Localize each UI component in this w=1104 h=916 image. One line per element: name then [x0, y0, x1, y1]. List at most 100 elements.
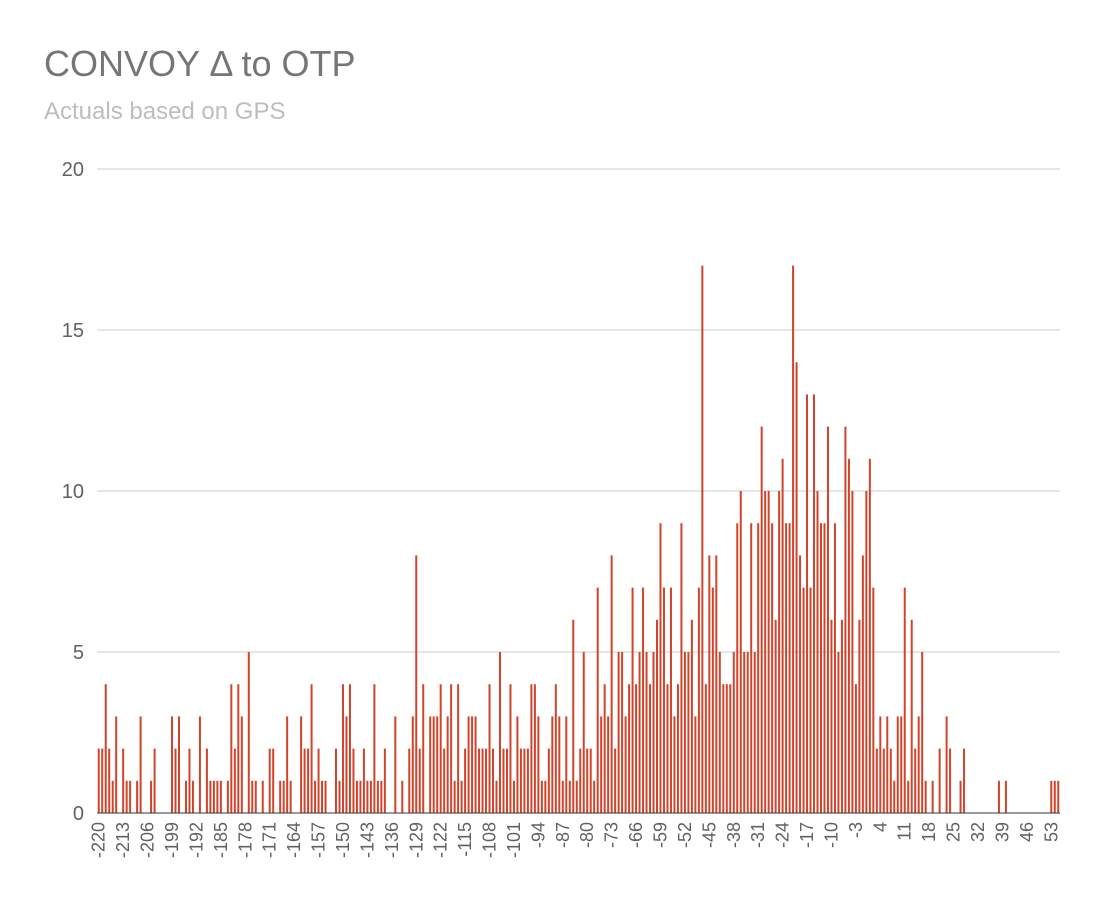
bar — [753, 652, 756, 813]
bar — [809, 587, 812, 813]
x-tick-label: -59 — [650, 822, 670, 848]
x-tick-label: -80 — [577, 822, 597, 848]
x-tick-label: 11 — [895, 822, 915, 841]
bar — [101, 748, 104, 813]
bar — [774, 619, 777, 813]
x-tick-label: 25 — [944, 822, 964, 842]
bar — [572, 619, 575, 813]
y-tick-label: 0 — [73, 803, 84, 825]
bar — [823, 523, 826, 813]
bar — [122, 748, 125, 813]
bar — [411, 716, 414, 813]
bar — [359, 780, 362, 813]
bar — [97, 748, 100, 813]
bar — [446, 716, 449, 813]
bar — [547, 748, 550, 813]
bar — [1050, 780, 1053, 813]
bar — [732, 652, 735, 813]
bar — [865, 491, 868, 813]
bar — [422, 684, 425, 813]
bar — [565, 716, 568, 813]
bar — [373, 684, 376, 813]
bar — [502, 748, 505, 813]
bar — [495, 780, 498, 813]
bar — [439, 684, 442, 813]
bar — [893, 780, 896, 813]
bar — [443, 748, 446, 813]
bar — [582, 652, 585, 813]
bar — [519, 748, 522, 813]
bar — [191, 780, 194, 813]
bar — [268, 748, 271, 813]
bar — [917, 716, 920, 813]
bar — [247, 652, 250, 813]
bar — [746, 652, 749, 813]
bar — [1053, 780, 1056, 813]
bar — [603, 684, 606, 813]
bar — [177, 716, 180, 813]
x-tick-label: -38 — [724, 822, 744, 848]
bar — [844, 426, 847, 813]
bar — [485, 748, 488, 813]
bar — [924, 780, 927, 813]
bar — [376, 780, 379, 813]
bar — [111, 780, 114, 813]
bar — [642, 587, 645, 813]
bar — [1057, 780, 1060, 813]
bar — [610, 555, 613, 813]
bar — [886, 716, 889, 813]
x-tick-label: 46 — [1017, 822, 1037, 842]
bar — [324, 780, 327, 813]
bar — [233, 748, 236, 813]
bar — [882, 748, 885, 813]
bar — [858, 619, 861, 813]
bar — [785, 523, 788, 813]
x-tick-label: -31 — [748, 822, 768, 848]
x-tick-label: -150 — [333, 822, 353, 858]
bar — [833, 523, 836, 813]
bar — [614, 748, 617, 813]
bar — [635, 684, 638, 813]
bar — [764, 491, 767, 813]
bar — [872, 587, 875, 813]
bar — [317, 748, 320, 813]
bar — [778, 491, 781, 813]
bar — [568, 780, 571, 813]
x-tick-label: -171 — [260, 822, 280, 858]
bar — [704, 684, 707, 813]
bar — [659, 523, 662, 813]
bar — [963, 748, 966, 813]
bar — [509, 684, 512, 813]
x-tick-label: -136 — [382, 822, 402, 858]
bar — [209, 780, 212, 813]
bar — [198, 716, 201, 813]
bar — [366, 780, 369, 813]
bar — [907, 780, 910, 813]
x-tick-label: -157 — [309, 822, 329, 858]
bar — [345, 716, 348, 813]
bar — [338, 780, 341, 813]
x-tick-label: 39 — [992, 822, 1012, 842]
bar — [188, 748, 191, 813]
bar — [540, 780, 543, 813]
bar — [788, 523, 791, 813]
bar — [690, 619, 693, 813]
bar — [383, 748, 386, 813]
bar — [205, 748, 208, 813]
bar — [868, 458, 871, 813]
bar — [910, 619, 913, 813]
bar — [861, 555, 864, 813]
x-tick-label: -52 — [675, 822, 695, 848]
bar — [150, 780, 153, 813]
bar — [369, 780, 372, 813]
x-tick-label: -94 — [528, 822, 548, 848]
bar — [104, 684, 107, 813]
x-tick-label: -17 — [797, 822, 817, 848]
bar — [795, 362, 798, 813]
bar — [736, 523, 739, 813]
bar — [478, 748, 481, 813]
bar — [900, 716, 903, 813]
bar — [530, 684, 533, 813]
x-tick-label: -73 — [602, 822, 622, 848]
bar — [429, 716, 432, 813]
